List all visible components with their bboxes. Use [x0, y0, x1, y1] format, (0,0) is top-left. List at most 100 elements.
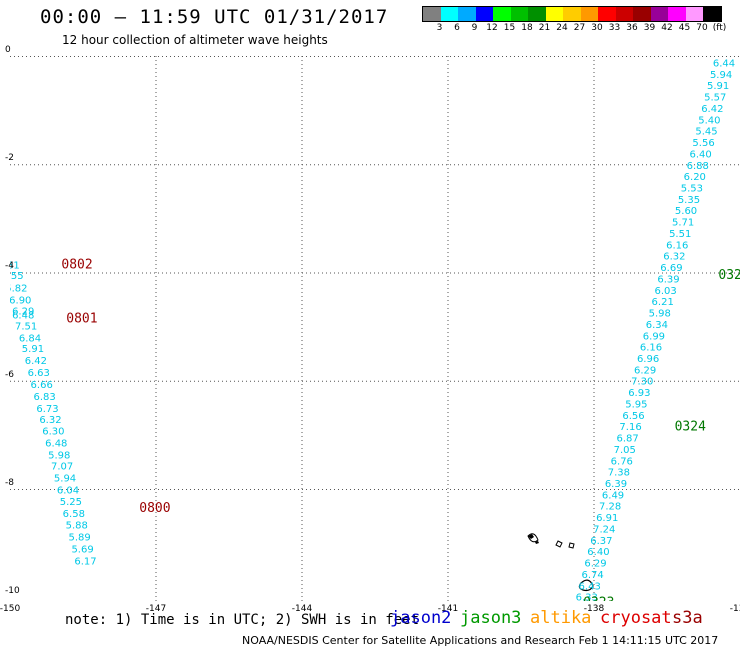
wave-height-value: 6.99 — [643, 331, 665, 342]
wave-height-value: 6.42 — [25, 356, 47, 367]
colorbar-label: 27 — [573, 23, 586, 33]
colorbar-swatch — [598, 7, 616, 21]
colorbar-swatch — [685, 7, 703, 21]
map-subtitle: 12 hour collection of altimeter wave hei… — [62, 33, 328, 47]
wave-height-value: 6.42 — [701, 104, 723, 115]
wave-height-value: 6.96 — [637, 354, 659, 365]
wave-height-value: 6.29 — [12, 306, 34, 317]
colorbar-swatch — [475, 7, 493, 21]
wave-height-value: 6.90 — [10, 296, 31, 307]
colorbar-swatch — [703, 7, 721, 21]
island-outline — [578, 579, 594, 592]
colorbar-swatch — [615, 7, 633, 21]
pass-time-label: 0800 — [139, 501, 170, 516]
wave-height-value: 6.83 — [33, 392, 55, 403]
altimeter-track-map: 5.816.555.826.906.296.487.516.845.916.42… — [10, 56, 740, 601]
wave-height-value: 5.94 — [54, 474, 76, 485]
lat-tick-label: 0 — [5, 45, 11, 55]
wave-height-value: 6.37 — [590, 536, 612, 547]
wave-height-value: 6.69 — [660, 263, 682, 274]
units-note: note: 1) Time is in UTC; 2) SWH is in fe… — [65, 612, 420, 628]
wave-height-value: 6.48 — [45, 438, 67, 449]
wave-height-value: 6.20 — [684, 172, 706, 183]
wave-height-value: 6.84 — [19, 333, 41, 344]
colorbar-label: 24 — [556, 23, 568, 33]
colorbar-label: 12 — [486, 23, 498, 33]
map-title: 00:00 – 11:59 UTC 01/31/2017 — [40, 6, 389, 28]
colorbar-swatch — [545, 7, 563, 21]
wave-height-value: 7.24 — [593, 524, 615, 535]
wave-height-value: 6.73 — [36, 404, 58, 415]
colorbar-label: 18 — [521, 23, 533, 33]
wave-height-value: 6.34 — [646, 320, 668, 331]
pass-time-label: 0802 — [61, 257, 92, 272]
wave-height-value: 6.88 — [687, 161, 709, 172]
wave-height-value: 6.76 — [611, 456, 633, 467]
wave-height-value: 7.07 — [51, 462, 73, 473]
colorbar-label: 42 — [661, 23, 673, 33]
lat-tick-label: -4 — [5, 261, 14, 272]
wave-height-value: 5.40 — [698, 115, 720, 126]
wave-height-value: 5.45 — [695, 127, 717, 138]
island-outline — [527, 533, 539, 543]
lon-tick-label: -141 — [437, 604, 459, 614]
colorbar-swatch — [650, 7, 668, 21]
lat-tick-label: -10 — [5, 586, 20, 597]
satellite-legend-item: jason2 — [390, 608, 452, 628]
lon-tick-label: -144 — [291, 604, 313, 614]
wave-height-value: 7.51 — [15, 322, 37, 333]
wave-height-value: 6.17 — [74, 556, 96, 567]
wave-height-value: 7.16 — [619, 422, 641, 433]
lat-tick-label: -8 — [5, 477, 14, 488]
wave-height-value: 5.89 — [69, 533, 91, 544]
wave-height-value: 6.74 — [581, 570, 603, 581]
colorbar-label: 21 — [538, 23, 551, 33]
colorbar-swatch — [633, 7, 651, 21]
wave-height-value: 6.40 — [587, 547, 609, 558]
wave-height-value: 5.69 — [71, 544, 93, 555]
wave-height-value: 5.88 — [66, 521, 88, 532]
colorbar-swatch — [528, 7, 546, 21]
pass-time-label: 0324 — [675, 420, 706, 435]
lat-tick-label: -2 — [5, 153, 14, 164]
pass-time-label: 0323 — [583, 596, 614, 601]
wave-height-value: 6.63 — [28, 368, 50, 379]
lon-tick-label: -150 — [0, 604, 21, 614]
wave-height-value: 5.71 — [672, 218, 694, 229]
colorbar-label: (ft) — [712, 23, 727, 33]
colorbar-swatch — [493, 7, 511, 21]
colorbar-swatch — [668, 7, 686, 21]
wave-height-value: 6.39 — [657, 274, 679, 285]
wave-height-value: 6.16 — [666, 240, 688, 251]
colorbar-swatch — [510, 7, 528, 21]
wave-height-value: 5.35 — [678, 195, 700, 206]
colorbar-label: 36 — [626, 23, 638, 33]
colorbar-label: 15 — [503, 23, 516, 33]
wave-height-value: 6.33 — [576, 593, 598, 601]
wave-height-value: 6.48 — [12, 311, 34, 322]
wave-height-colorbar — [422, 6, 722, 22]
satellite-legend-item: jason3 — [460, 608, 522, 628]
wave-height-value: 5.94 — [710, 70, 732, 81]
wave-height-value: 5.81 — [10, 260, 20, 271]
colorbar-swatch — [563, 7, 581, 21]
wave-height-value: 6.39 — [605, 479, 627, 490]
wave-height-value: 6.43 — [579, 581, 601, 592]
colorbar-label: 9 — [471, 23, 478, 33]
colorbar-label: 30 — [591, 23, 603, 33]
footer-credit: NOAA/NESDIS Center for Satellite Applica… — [242, 634, 719, 647]
colorbar-label: 45 — [678, 23, 691, 33]
colorbar-label: 3 — [436, 23, 443, 33]
colorbar-swatch — [423, 7, 441, 21]
wave-height-value: 6.44 — [713, 58, 735, 69]
wave-height-value: 7.05 — [614, 445, 636, 456]
wave-height-value: 6.32 — [39, 415, 61, 426]
wave-height-value: 5.57 — [704, 93, 726, 104]
wave-height-value: 6.93 — [628, 388, 650, 399]
colorbar-swatch — [580, 7, 598, 21]
wave-height-value: 6.21 — [652, 297, 674, 308]
lon-tick-label: -138 — [583, 604, 605, 614]
wave-height-value: 5.53 — [681, 184, 703, 195]
wave-height-value: 6.03 — [654, 286, 676, 297]
wave-height-value: 5.91 — [22, 344, 44, 355]
